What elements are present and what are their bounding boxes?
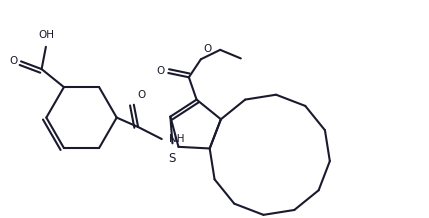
Text: O: O — [203, 44, 211, 54]
Text: O: O — [9, 56, 18, 66]
Text: O: O — [137, 90, 145, 100]
Text: O: O — [157, 66, 165, 76]
Text: S: S — [168, 152, 176, 165]
Text: OH: OH — [38, 30, 54, 40]
Text: NH: NH — [169, 134, 184, 144]
